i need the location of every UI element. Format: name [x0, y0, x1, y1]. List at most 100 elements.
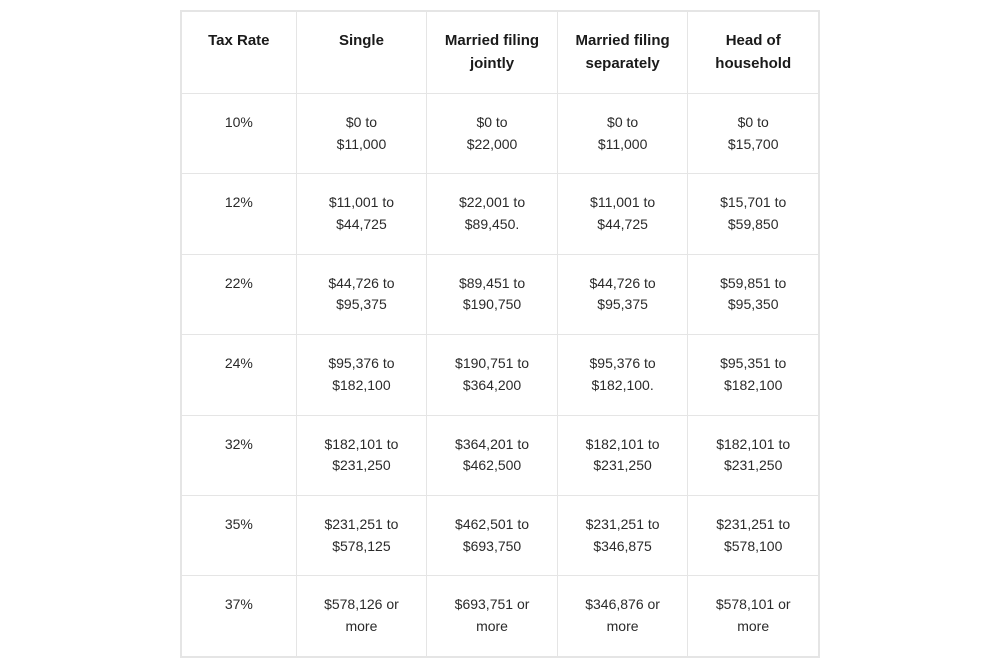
col-header-hoh: Head of household: [688, 12, 819, 94]
cell-line: $231,251 to: [696, 514, 810, 536]
cell-line: $11,000: [305, 134, 419, 156]
cell-line: $22,000: [435, 134, 549, 156]
tax-bracket-table: Tax Rate Single Married filing jointly M…: [181, 11, 819, 657]
cell-line: $0 to: [305, 112, 419, 134]
cell-line: $346,876 or: [566, 594, 680, 616]
cell-line: 35%: [190, 514, 288, 536]
cell-rate: 22%: [182, 254, 297, 334]
cell-line: $346,875: [566, 536, 680, 558]
cell-hoh: $15,701 to$59,850: [688, 174, 819, 254]
table-header-row: Tax Rate Single Married filing jointly M…: [182, 12, 819, 94]
cell-line: $95,376 to: [566, 353, 680, 375]
tax-bracket-table-container: Tax Rate Single Married filing jointly M…: [180, 10, 820, 658]
col-header-mfj: Married filing jointly: [427, 12, 558, 94]
cell-rate: 35%: [182, 495, 297, 575]
cell-rate: 32%: [182, 415, 297, 495]
cell-line: more: [696, 616, 810, 638]
cell-line: $95,375: [566, 294, 680, 316]
cell-mfs: $44,726 to$95,375: [557, 254, 688, 334]
cell-hoh: $95,351 to$182,100: [688, 335, 819, 415]
cell-mfs: $346,876 ormore: [557, 576, 688, 656]
cell-line: $462,501 to: [435, 514, 549, 536]
cell-line: 32%: [190, 434, 288, 456]
cell-line: $182,101 to: [566, 434, 680, 456]
cell-line: $95,351 to: [696, 353, 810, 375]
cell-line: $190,751 to: [435, 353, 549, 375]
cell-line: $182,101 to: [696, 434, 810, 456]
cell-single: $95,376 to$182,100: [296, 335, 427, 415]
cell-line: $182,101 to: [305, 434, 419, 456]
cell-line: $0 to: [566, 112, 680, 134]
cell-line: $462,500: [435, 455, 549, 477]
cell-single: $0 to$11,000: [296, 94, 427, 174]
cell-line: $231,250: [696, 455, 810, 477]
cell-mfs: $182,101 to$231,250: [557, 415, 688, 495]
cell-line: $231,250: [305, 455, 419, 477]
cell-mfj: $462,501 to$693,750: [427, 495, 558, 575]
cell-line: $15,700: [696, 134, 810, 156]
cell-hoh: $59,851 to$95,350: [688, 254, 819, 334]
table-row: 37%$578,126 ormore$693,751 ormore$346,87…: [182, 576, 819, 656]
col-header-single: Single: [296, 12, 427, 94]
cell-rate: 10%: [182, 94, 297, 174]
cell-line: $59,851 to: [696, 273, 810, 295]
cell-line: $95,376 to: [305, 353, 419, 375]
cell-rate: 24%: [182, 335, 297, 415]
cell-single: $44,726 to$95,375: [296, 254, 427, 334]
cell-line: more: [435, 616, 549, 638]
table-row: 32%$182,101 to$231,250$364,201 to$462,50…: [182, 415, 819, 495]
cell-line: $44,725: [566, 214, 680, 236]
cell-line: $44,726 to: [566, 273, 680, 295]
cell-line: $182,100.: [566, 375, 680, 397]
cell-line: more: [305, 616, 419, 638]
cell-hoh: $0 to$15,700: [688, 94, 819, 174]
cell-line: $693,751 or: [435, 594, 549, 616]
cell-line: 10%: [190, 112, 288, 134]
cell-line: $693,750: [435, 536, 549, 558]
cell-line: $0 to: [696, 112, 810, 134]
cell-line: $44,726 to: [305, 273, 419, 295]
cell-line: $578,125: [305, 536, 419, 558]
cell-line: $11,001 to: [566, 192, 680, 214]
cell-hoh: $231,251 to$578,100: [688, 495, 819, 575]
cell-line: $364,200: [435, 375, 549, 397]
col-header-tax-rate: Tax Rate: [182, 12, 297, 94]
cell-line: $15,701 to: [696, 192, 810, 214]
cell-line: $89,451 to: [435, 273, 549, 295]
cell-mfj: $190,751 to$364,200: [427, 335, 558, 415]
cell-mfj: $22,001 to$89,450.: [427, 174, 558, 254]
table-row: 35%$231,251 to$578,125$462,501 to$693,75…: [182, 495, 819, 575]
table-row: 12%$11,001 to$44,725$22,001 to$89,450.$1…: [182, 174, 819, 254]
cell-mfj: $693,751 ormore: [427, 576, 558, 656]
cell-mfj: $0 to$22,000: [427, 94, 558, 174]
cell-line: $11,000: [566, 134, 680, 156]
cell-line: $231,250: [566, 455, 680, 477]
cell-mfs: $11,001 to$44,725: [557, 174, 688, 254]
cell-line: $89,450.: [435, 214, 549, 236]
cell-line: $578,126 or: [305, 594, 419, 616]
cell-line: $182,100: [305, 375, 419, 397]
cell-mfj: $364,201 to$462,500: [427, 415, 558, 495]
table-row: 10%$0 to$11,000$0 to$22,000$0 to$11,000$…: [182, 94, 819, 174]
cell-line: 24%: [190, 353, 288, 375]
cell-hoh: $182,101 to$231,250: [688, 415, 819, 495]
cell-rate: 37%: [182, 576, 297, 656]
cell-mfs: $231,251 to$346,875: [557, 495, 688, 575]
cell-mfs: $0 to$11,000: [557, 94, 688, 174]
cell-single: $11,001 to$44,725: [296, 174, 427, 254]
table-row: 22%$44,726 to$95,375$89,451 to$190,750$4…: [182, 254, 819, 334]
table-row: 24%$95,376 to$182,100$190,751 to$364,200…: [182, 335, 819, 415]
cell-line: $578,100: [696, 536, 810, 558]
cell-line: 12%: [190, 192, 288, 214]
cell-rate: 12%: [182, 174, 297, 254]
cell-single: $578,126 ormore: [296, 576, 427, 656]
cell-line: $190,750: [435, 294, 549, 316]
cell-line: $182,100: [696, 375, 810, 397]
cell-line: $44,725: [305, 214, 419, 236]
cell-line: $95,350: [696, 294, 810, 316]
col-header-mfs: Married filing separately: [557, 12, 688, 94]
table-body: 10%$0 to$11,000$0 to$22,000$0 to$11,000$…: [182, 94, 819, 657]
cell-line: $364,201 to: [435, 434, 549, 456]
cell-hoh: $578,101 ormore: [688, 576, 819, 656]
cell-single: $231,251 to$578,125: [296, 495, 427, 575]
